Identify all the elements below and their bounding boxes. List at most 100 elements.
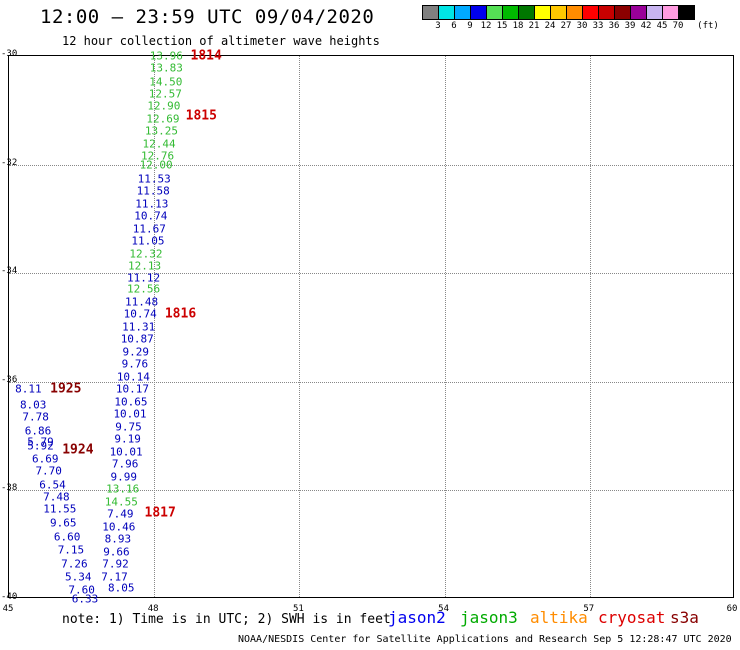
wave-height-reading: 12.32 bbox=[129, 247, 163, 261]
wave-height-reading: 12.57 bbox=[148, 87, 182, 101]
wave-height-reading: 13.16 bbox=[106, 482, 140, 496]
wave-height-reading: 9.66 bbox=[103, 545, 130, 559]
wave-height-reading: 12.90 bbox=[147, 99, 181, 113]
wave-height-reading: 11.67 bbox=[132, 222, 166, 236]
longitude-label: 57 bbox=[583, 604, 595, 614]
wave-height-reading: 10.46 bbox=[102, 520, 136, 534]
wave-height-reading: 7.26 bbox=[61, 557, 88, 571]
legend-tick-label: 9 bbox=[467, 21, 473, 31]
legend-swatch bbox=[518, 5, 535, 20]
credit-line: NOAA/NESDIS Center for Satellite Applica… bbox=[238, 634, 732, 645]
wave-height-reading: 12.69 bbox=[146, 112, 180, 126]
latitude-gridline bbox=[9, 490, 733, 492]
legend-swatch bbox=[486, 5, 503, 20]
map-frame: 13.96 13.83 14.50 12.57 12.90 12.69 13.25 12.44… bbox=[8, 49, 734, 605]
legend-swatch bbox=[662, 5, 679, 20]
legend-tick-label: 24 bbox=[544, 21, 556, 31]
longitude-label: 48 bbox=[147, 604, 159, 614]
wave-height-reading: 11.13 bbox=[135, 197, 169, 211]
wave-height-reading: 13.25 bbox=[144, 124, 179, 138]
latitude-gridline bbox=[9, 164, 733, 166]
wave-height-reading: 12.44 bbox=[142, 137, 176, 151]
wave-height-reading: 10.65 bbox=[114, 395, 148, 409]
wave-height-reading: 12.00 bbox=[139, 158, 173, 172]
satellite-legend-item: cryosat bbox=[598, 608, 666, 627]
wave-height-reading: 11.58 bbox=[136, 184, 170, 198]
latitude-label: -38 bbox=[1, 483, 18, 494]
wave-height-reading: 5.79 bbox=[27, 435, 54, 449]
legend-swatch bbox=[454, 5, 471, 20]
longitude-gridline bbox=[444, 56, 446, 597]
pass-time-label: 1924 bbox=[62, 442, 94, 458]
wave-height-reading: 14.50 bbox=[149, 75, 183, 89]
legend-swatch bbox=[550, 5, 567, 20]
legend-tick-label: 42 bbox=[640, 21, 652, 31]
longitude-gridline bbox=[154, 56, 156, 597]
wave-height-reading: 7.48 bbox=[43, 490, 70, 504]
wave-height-reading: 9.76 bbox=[121, 357, 149, 371]
wave-height-reading: 7.15 bbox=[57, 543, 85, 557]
color-scale-labels: 3 6 9 12 15 18 21 24 27 30 33 36 39 42 45 70 (ft) bbox=[422, 21, 740, 35]
wave-height-reading: 12.56 bbox=[126, 282, 161, 296]
legend-swatch bbox=[582, 5, 599, 20]
legend-swatch bbox=[502, 5, 519, 20]
legend-swatch bbox=[470, 5, 487, 20]
pass-time-label: 1815 bbox=[185, 108, 217, 124]
legend-tick-label: 18 bbox=[512, 21, 524, 31]
legend-tick-label: 39 bbox=[624, 21, 636, 31]
page-title: 12:00 – 23:59 UTC 09/04/2020 bbox=[40, 6, 375, 28]
wave-height-reading: 10.14 bbox=[116, 370, 150, 384]
longitude-label: 51 bbox=[292, 604, 304, 614]
legend-tick-label: 36 bbox=[608, 21, 620, 31]
pass-time-label: 1925 bbox=[50, 381, 82, 397]
wave-height-reading: 14.55 bbox=[104, 495, 138, 509]
wave-height-reading: 8.11 bbox=[15, 382, 42, 396]
latitude-label: -36 bbox=[1, 374, 18, 385]
wave-height-reading: 11.55 bbox=[43, 502, 77, 516]
wave-height-reading: 8.03 bbox=[19, 398, 47, 412]
wave-height-reading: 7.49 bbox=[107, 507, 134, 521]
legend-tick-label: 30 bbox=[576, 21, 588, 31]
wave-height-reading: 9.19 bbox=[114, 432, 141, 446]
legend-swatch bbox=[598, 5, 615, 20]
wave-height-reading: 11.48 bbox=[125, 295, 159, 309]
wave-height-reading: 7.60 bbox=[68, 583, 95, 597]
legend-swatch bbox=[438, 5, 455, 20]
footnote: note: 1) Time is in UTC; 2) SWH is in fe… bbox=[62, 612, 391, 627]
legend-tick-label: 12 bbox=[480, 21, 492, 31]
wave-height-reading: 9.99 bbox=[110, 470, 137, 484]
wave-height-reading: 6.60 bbox=[53, 530, 81, 544]
latitude-gridline bbox=[9, 273, 733, 275]
wave-height-reading: 9.75 bbox=[115, 420, 142, 434]
wave-height-reading: 9.29 bbox=[122, 345, 150, 359]
wave-height-reading: 5.34 bbox=[64, 570, 92, 584]
wave-height-reading: 13.96 bbox=[149, 49, 183, 63]
satellite-legend-item: altika bbox=[530, 608, 588, 627]
latitude-label: -32 bbox=[1, 157, 18, 168]
satellite-legend-item: s3a bbox=[670, 608, 699, 627]
legend-swatch bbox=[566, 5, 583, 20]
longitude-label: 60 bbox=[726, 604, 738, 614]
wave-height-reading: 8.05 bbox=[108, 581, 135, 595]
latitude-label: -40 bbox=[1, 592, 18, 602]
legend-tick-label: 15 bbox=[496, 21, 508, 31]
wave-height-reading: 11.31 bbox=[122, 320, 156, 334]
wave-height-reading: 10.01 bbox=[109, 445, 143, 459]
longitude-gridline bbox=[299, 56, 301, 597]
wave-height-reading: 5.92 bbox=[27, 439, 54, 453]
legend-unit: (ft) bbox=[697, 21, 719, 31]
legend-tick-label: 33 bbox=[592, 21, 604, 31]
longitude-label: 45 bbox=[2, 604, 14, 614]
satellite-legend-item: jason2 bbox=[388, 608, 446, 627]
wave-height-reading: 12.76 bbox=[141, 149, 175, 163]
wave-height-reading: 7.92 bbox=[102, 557, 129, 571]
pass-time-label: 1814 bbox=[190, 48, 222, 64]
wave-height-reading: 12.13 bbox=[127, 259, 162, 273]
page-subtitle: 12 hour collection of altimeter wave hei… bbox=[62, 34, 380, 48]
legend-tick-label: 45 bbox=[656, 21, 668, 31]
wave-height-reading: 7.96 bbox=[111, 457, 139, 471]
wave-height-reading: 7.70 bbox=[35, 464, 62, 478]
latitude-label: -34 bbox=[1, 266, 18, 277]
legend-tick-label: 3 bbox=[435, 21, 441, 31]
wave-height-reading: 7.78 bbox=[22, 410, 49, 424]
